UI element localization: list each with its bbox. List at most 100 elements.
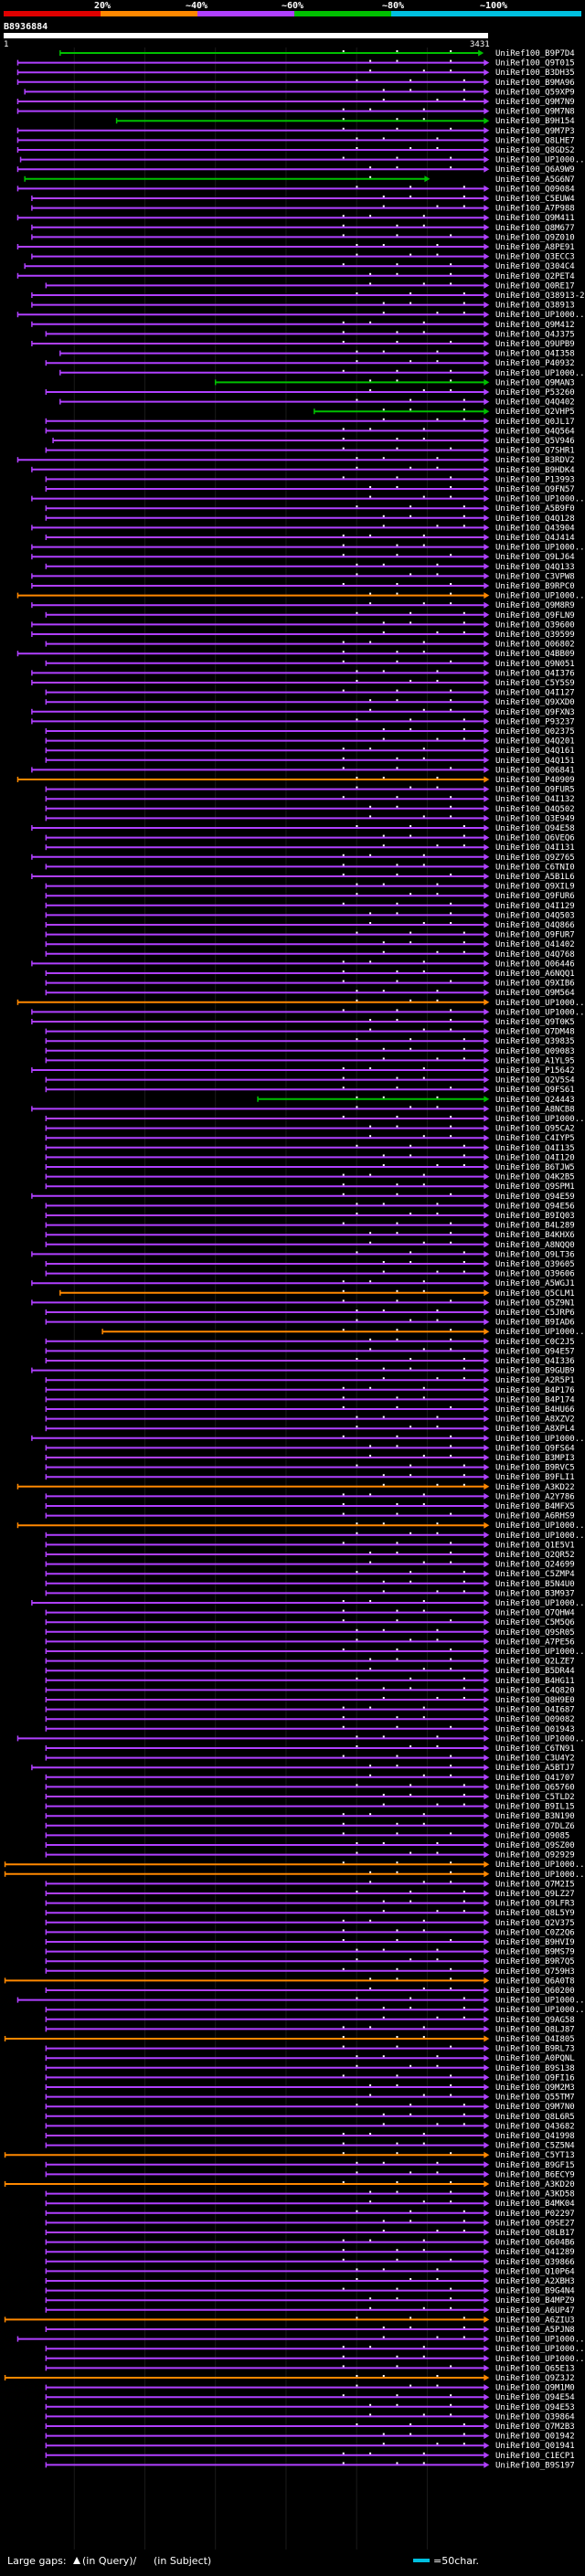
hit-label[interactable]: UniRef100_A3KD20 (495, 2180, 575, 2189)
hit-label[interactable]: UniRef100_Q9SPM1 (495, 1182, 575, 1192)
hit-label[interactable]: UniRef100_Q7DLZ6 (495, 1822, 575, 1831)
hit-label[interactable]: UniRef100_C0C2J5 (495, 1338, 575, 1347)
hit-label[interactable]: UniRef100_Q94E57 (495, 1347, 575, 1356)
hit-label[interactable]: UniRef100_Q9Z3J2 (495, 2374, 575, 2383)
hit-label[interactable]: UniRef100_Q06841 (495, 766, 575, 775)
hit-label[interactable]: UniRef100_Q9M564 (495, 989, 575, 998)
hit-label[interactable]: UniRef100_Q41402 (495, 940, 575, 949)
hit-label[interactable]: UniRef100_UP1000... (495, 2336, 585, 2345)
hit-label[interactable]: UniRef100_Q4I805 (495, 2035, 575, 2044)
hit-label[interactable]: UniRef100_B9RPC0 (495, 582, 575, 591)
hit-label[interactable]: UniRef100_Q01942 (495, 2433, 575, 2442)
hit-label[interactable]: UniRef100_Q8L5Y9 (495, 1909, 575, 1918)
hit-label[interactable]: UniRef100_A5B9F0 (495, 504, 575, 514)
hit-label[interactable]: UniRef100_Q94E54 (495, 2393, 575, 2402)
hit-label[interactable]: UniRef100_P02297 (495, 2210, 575, 2219)
hit-label[interactable]: UniRef100_UP1000... (495, 1997, 585, 2006)
hit-label[interactable]: UniRef100_Q9SZ00 (495, 1841, 575, 1850)
hit-label[interactable]: UniRef100_Q2PET4 (495, 272, 575, 281)
hit-label[interactable]: UniRef100_Q759H3 (495, 1967, 575, 1977)
hit-label[interactable]: UniRef100_Q9Z765 (495, 853, 575, 863)
hit-label[interactable]: UniRef100_B4P176 (495, 1386, 575, 1395)
hit-label[interactable]: UniRef100_UP1000... (495, 999, 585, 1008)
hit-label[interactable]: UniRef100_A8XPL4 (495, 1425, 575, 1434)
hit-label[interactable]: UniRef100_Q4Q201 (495, 737, 575, 747)
hit-label[interactable]: UniRef100_UP1000... (495, 592, 585, 601)
hit-label[interactable]: UniRef100_Q39599 (495, 631, 575, 640)
hit-label[interactable]: UniRef100_Q65760 (495, 1783, 575, 1792)
hit-label[interactable]: UniRef100_A8XZV2 (495, 1415, 575, 1425)
hit-label[interactable]: UniRef100_Q9FUR7 (495, 931, 575, 940)
hit-label[interactable]: UniRef100_Q2LZE7 (495, 1658, 575, 1667)
hit-label[interactable]: UniRef100_Q4Q768 (495, 950, 575, 959)
hit-label[interactable]: UniRef100_C5YT13 (495, 2151, 575, 2160)
hit-label[interactable]: UniRef100_B9MS79 (495, 1948, 575, 1957)
hit-label[interactable]: UniRef100_UP1000... (495, 311, 585, 320)
hit-label[interactable]: UniRef100_B4P174 (495, 1395, 575, 1405)
hit-label[interactable]: UniRef100_Q9M7P3 (495, 127, 575, 136)
hit-label[interactable]: UniRef100_Q7DM48 (495, 1028, 575, 1037)
hit-label[interactable]: UniRef100_A7P988 (495, 205, 575, 214)
hit-label[interactable]: UniRef100_A2R5P1 (495, 1376, 575, 1385)
hit-label[interactable]: UniRef100_UP1000... (495, 1008, 585, 1017)
hit-label[interactable]: UniRef100_B9G4N4 (495, 2287, 575, 2296)
hit-label[interactable]: UniRef100_P15642 (495, 1066, 575, 1076)
hit-label[interactable]: UniRef100_Q4Q502 (495, 805, 575, 814)
hit-label[interactable]: UniRef100_Q8GDS2 (495, 146, 575, 155)
hit-label[interactable]: UniRef100_UP1000... (495, 1328, 585, 1337)
hit-label[interactable]: UniRef100_UP1000... (495, 2355, 585, 2364)
hit-label[interactable]: UniRef100_UP1000... (495, 1599, 585, 1608)
hit-label[interactable]: UniRef100_Q9SE27 (495, 2219, 575, 2228)
hit-label[interactable]: UniRef100_C3U4Y2 (495, 1754, 575, 1764)
hit-label[interactable]: UniRef100_Q9T015 (495, 59, 575, 69)
hit-label[interactable]: UniRef100_B9H154 (495, 117, 575, 126)
hit-label[interactable]: UniRef100_Q4Q151 (495, 757, 575, 766)
hit-label[interactable]: UniRef100_Q8LB17 (495, 2229, 575, 2238)
hit-label[interactable]: UniRef100_Q4K2B5 (495, 1173, 575, 1182)
hit-label[interactable]: UniRef100_Q41707 (495, 1774, 575, 1783)
hit-label[interactable]: UniRef100_Q39866 (495, 2258, 575, 2267)
hit-label[interactable]: UniRef100_Q39606 (495, 1270, 575, 1279)
hit-label[interactable]: UniRef100_B6ECY9 (495, 2170, 575, 2179)
hit-label[interactable]: UniRef100_C6TN91 (495, 1744, 575, 1754)
hit-label[interactable]: UniRef100_Q4Q161 (495, 747, 575, 756)
hit-label[interactable]: UniRef100_B9MA96 (495, 79, 575, 88)
hit-label[interactable]: UniRef100_Q4J414 (495, 534, 575, 543)
hit-label[interactable]: UniRef100_P93237 (495, 717, 575, 726)
hit-label[interactable]: UniRef100_Q06446 (495, 959, 575, 969)
hit-label[interactable]: UniRef100_Q65E13 (495, 2364, 575, 2373)
hit-label[interactable]: UniRef100_Q604B6 (495, 2239, 575, 2248)
hit-label[interactable]: UniRef100_Q7SHR1 (495, 447, 575, 456)
hit-label[interactable]: UniRef100_Q4Q503 (495, 911, 575, 920)
hit-label[interactable]: UniRef100_Q4Q564 (495, 427, 575, 436)
hit-label[interactable]: UniRef100_Q304C4 (495, 262, 575, 271)
hit-label[interactable]: UniRef100_B3MPI3 (495, 1454, 575, 1463)
hit-label[interactable]: UniRef100_Q4Q128 (495, 514, 575, 524)
hit-label[interactable]: UniRef100_C4IYP5 (495, 1134, 575, 1143)
hit-label[interactable]: UniRef100_Q38913 (495, 302, 575, 311)
hit-label[interactable]: UniRef100_UP1000... (495, 1860, 585, 1870)
hit-label[interactable]: UniRef100_A7PE56 (495, 1638, 575, 1647)
hit-label[interactable]: UniRef100_Q9M412 (495, 321, 575, 330)
hit-label[interactable]: UniRef100_Q7QHW4 (495, 1609, 575, 1618)
hit-label[interactable]: UniRef100_Q5Z9N1 (495, 1299, 575, 1308)
hit-label[interactable]: UniRef100_A5G6N7 (495, 175, 575, 185)
hit-label[interactable]: UniRef100_B3RDV2 (495, 456, 575, 465)
hit-label[interactable]: UniRef100_Q39600 (495, 620, 575, 630)
hit-label[interactable]: UniRef100_Q9AG58 (495, 2016, 575, 2025)
hit-label[interactable]: UniRef100_UP1000... (495, 156, 585, 165)
hit-label[interactable]: UniRef100_A2XBH3 (495, 2277, 575, 2286)
hit-label[interactable]: UniRef100_Q4I132 (495, 795, 575, 804)
hit-label[interactable]: UniRef100_B3M937 (495, 1589, 575, 1598)
hit-label[interactable]: UniRef100_Q0JL17 (495, 418, 575, 427)
hit-label[interactable]: UniRef100_Q4Q866 (495, 921, 575, 930)
hit-label[interactable]: UniRef100_Q9LFR3 (495, 1900, 575, 1909)
hit-label[interactable]: UniRef100_C3VPW8 (495, 572, 575, 581)
hit-label[interactable]: UniRef100_A0PQNL (495, 2054, 575, 2063)
hit-label[interactable]: UniRef100_Q0RE17 (495, 281, 575, 291)
hit-label[interactable]: UniRef100_Q09082 (495, 1715, 575, 1724)
hit-label[interactable]: UniRef100_B4HU66 (495, 1405, 575, 1415)
hit-label[interactable]: UniRef100_Q9SR05 (495, 1628, 575, 1638)
hit-label[interactable]: UniRef100_A2Y786 (495, 1492, 575, 1501)
hit-label[interactable]: UniRef100_Q09084 (495, 185, 575, 194)
